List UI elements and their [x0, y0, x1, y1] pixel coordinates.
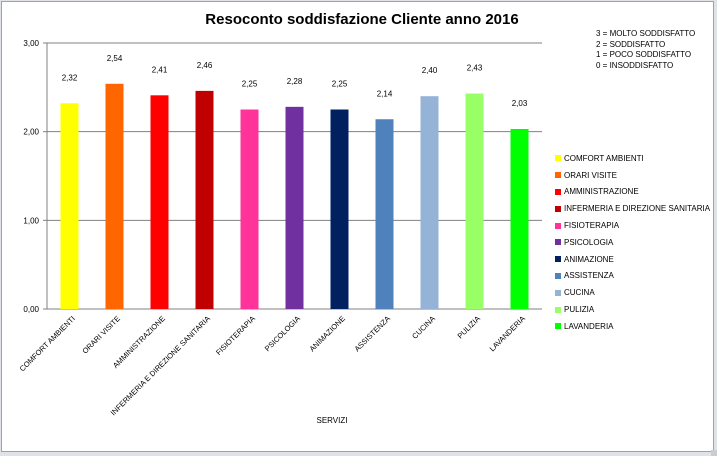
x-axis-label: SERVIZI: [316, 416, 348, 425]
data-label: 2,40: [422, 66, 438, 75]
data-label: 2,25: [332, 80, 348, 89]
x-tick-label: LAVANDERIA: [488, 314, 527, 353]
legend-swatch: [555, 155, 561, 162]
legend-label: AMMINISTRAZIONE: [564, 187, 639, 197]
legend-label: ORARI VISITE: [564, 170, 617, 180]
legend-item: AMMINISTRAZIONE: [555, 184, 710, 201]
legend-label: PSICOLOGIA: [564, 237, 614, 247]
x-tick-label: CUCINA: [410, 314, 437, 341]
legend-label: FISIOTERAPIA: [564, 221, 620, 231]
bar: [420, 96, 439, 309]
resize-grip[interactable]: [711, 450, 717, 456]
legend-label: ASSISTENZA: [564, 271, 614, 281]
x-tick-label: PSICOLOGIA: [263, 314, 302, 353]
scale-note-line: 1 = POCO SODDISFATTO: [596, 50, 692, 59]
bar: [150, 95, 169, 310]
legend-label: COMFORT AMBIENTI: [564, 153, 644, 163]
legend-swatch: [555, 323, 561, 330]
scale-legend: 3 = MOLTO SODDISFATTO 2 = SODDISFATTO 1 …: [596, 29, 695, 71]
data-label: 2,28: [287, 77, 303, 86]
bar: [240, 109, 259, 309]
y-tick-label: 3,00: [23, 39, 39, 48]
legend-swatch: [555, 272, 561, 279]
bar: [375, 119, 394, 310]
scale-note-line: 3 = MOLTO SODDISFATTO: [596, 29, 696, 38]
legend-item: FISIOTERAPIA: [555, 217, 710, 234]
legend-swatch: [555, 306, 561, 313]
chart-title: Resoconto soddisfazione Cliente anno 201…: [205, 11, 519, 28]
y-tick-label: 2,00: [23, 128, 39, 137]
data-label: 2,43: [467, 64, 483, 73]
x-tick-label: FISIOTERAPIA: [214, 314, 257, 357]
x-tick-label: ANIMAZIONE: [308, 314, 347, 353]
legend-label: LAVANDERIA: [564, 321, 614, 331]
y-tick-label: 1,00: [23, 216, 39, 225]
legend-label: PULIZIA: [564, 305, 595, 315]
legend-swatch: [555, 172, 561, 179]
bar: [105, 83, 124, 309]
x-tick-label: COMFORT AMBIENTI: [18, 314, 77, 373]
legend-item: COMFORT AMBIENTI: [555, 150, 710, 167]
legend-label: INFERMERIA E DIREZIONE SANITARIA: [564, 204, 711, 214]
legend-swatch: [555, 256, 561, 263]
x-tick-label: ORARI VISITE: [80, 314, 121, 355]
scale-note-line: 0 = INSODDISFATTO: [596, 60, 674, 70]
y-tick-label: 0,00: [23, 305, 39, 314]
legend-item: ASSISTENZA: [555, 268, 710, 285]
legend-item: CUCINA: [555, 284, 710, 301]
x-tick-label: ASSISTENZA: [353, 314, 392, 353]
legend-swatch: [555, 205, 561, 212]
bar: [195, 90, 214, 309]
legend-item: PSICOLOGIA: [555, 234, 710, 251]
data-label: 2,54: [107, 54, 123, 63]
scale-note-line: 2 = SODDISFATTO: [596, 39, 666, 49]
legend-item: ORARI VISITE: [555, 167, 710, 184]
legend-swatch: [555, 289, 561, 296]
legend-swatch: [555, 188, 561, 195]
legend-swatch: [555, 239, 561, 246]
data-label: 2,03: [512, 99, 528, 108]
legend-item: PULIZIA: [555, 301, 710, 318]
x-tick-label: INFERMERIA E DIREZIONE SANITARIA: [109, 314, 212, 417]
data-label: 2,41: [152, 65, 168, 74]
data-label: 2,14: [377, 89, 393, 98]
legend: COMFORT AMBIENTI ORARI VISITE AMMINISTRAZI…: [555, 150, 710, 335]
bar: [465, 93, 484, 309]
data-label: 2,32: [62, 73, 78, 82]
legend-label: ANIMAZIONE: [564, 254, 614, 264]
legend-label: CUCINA: [564, 288, 595, 298]
legend-item: INFERMERIA E DIREZIONE SANITARIA: [555, 200, 710, 217]
data-label: 2,25: [242, 80, 258, 89]
legend-item: ANIMAZIONE: [555, 251, 710, 268]
bar: [330, 109, 349, 309]
data-label: 2,46: [197, 61, 213, 70]
legend-item: LAVANDERIA: [555, 318, 710, 335]
x-tick-label: PULIZIA: [456, 314, 482, 340]
bar: [60, 103, 79, 309]
bar: [510, 129, 529, 309]
legend-swatch: [555, 222, 561, 229]
bar: [285, 106, 304, 309]
